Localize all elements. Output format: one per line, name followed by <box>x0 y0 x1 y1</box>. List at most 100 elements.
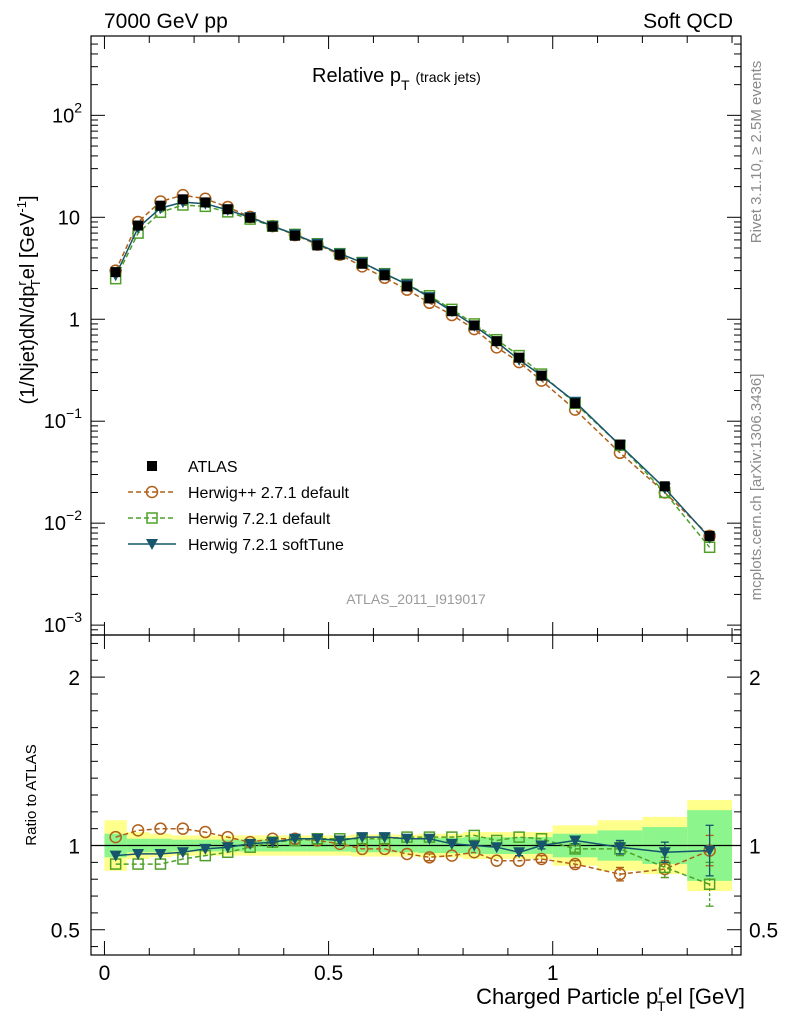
ratio-point <box>132 848 145 860</box>
ratio-point <box>311 833 324 845</box>
ratio-point <box>109 830 122 844</box>
main-ytick-label: 1 <box>69 309 80 331</box>
ratio-point <box>423 833 436 845</box>
legend-marker <box>147 461 157 471</box>
tick-exponent: −1 <box>66 405 82 421</box>
ylabel-sub: T <box>28 279 43 287</box>
main-point <box>222 204 233 215</box>
main-point <box>570 398 581 409</box>
ratio-point <box>445 838 458 850</box>
legend-marker <box>145 485 159 499</box>
ratio-point <box>568 857 582 871</box>
header-right: Soft QCD <box>643 10 733 33</box>
main-point <box>289 230 300 241</box>
ratio-ytick-label-right: 1 <box>749 836 761 859</box>
main-point <box>659 481 670 492</box>
ratio-ytick-label: 0.5 <box>51 920 80 943</box>
tick-exponent: 2 <box>74 99 82 115</box>
ylabel-unit-sup: -1 <box>14 201 29 213</box>
tick-base: 10 <box>44 513 66 535</box>
ratio-panel: 0.5 0.5 1 1 2 2 0 0.5 1 Ratio to ATLAS Charged P… <box>23 634 778 1014</box>
main-point <box>514 352 525 363</box>
ratio-point <box>513 847 526 859</box>
main-point <box>402 281 413 292</box>
main-point <box>614 439 625 450</box>
ratio-point <box>703 845 716 857</box>
title-sub: T <box>401 77 410 93</box>
ratio-point <box>109 850 122 862</box>
main-ytick-label: 10−1 <box>44 405 82 433</box>
ratio-ylabel: Ratio to ATLAS <box>23 744 40 845</box>
ylabel-main: (1/Njet)dN/dp <box>17 286 39 405</box>
tick-base: 1 <box>69 309 80 331</box>
ratio-point <box>658 847 671 859</box>
ratio-xtick-label: 1 <box>547 962 559 985</box>
ratio-series-line <box>115 836 710 857</box>
ratio-point <box>131 824 145 837</box>
ratio-point <box>513 831 525 843</box>
legend-marker <box>146 539 158 550</box>
ratio-point <box>266 837 279 849</box>
main-title: Relative pT (track jets) <box>312 65 481 93</box>
ratio-ytick-label-right: 2 <box>749 667 761 690</box>
ratio-ytick-label: 1 <box>68 836 80 859</box>
ratio-point <box>356 832 369 844</box>
xlabel-sup: r <box>658 982 663 998</box>
ratio-point <box>199 843 212 855</box>
main-point <box>312 240 323 251</box>
main-point <box>704 530 715 541</box>
main-ylabel: (1/Njet)dN/dprTel [GeV-1] <box>14 195 43 404</box>
ylabel-sup: r <box>14 281 29 286</box>
ratio-point <box>176 847 189 859</box>
ratio-point <box>288 833 301 845</box>
main-point <box>469 320 480 331</box>
tick-base: 10 <box>58 207 80 229</box>
ratio-point <box>703 878 716 891</box>
xlabel-tail: el [GeV] <box>666 984 745 1009</box>
tick-exponent: −3 <box>66 609 82 625</box>
ratio-tick-labels: 0.5 0.5 1 1 2 2 0 0.5 1 <box>51 667 778 985</box>
main-series <box>109 188 716 554</box>
tick-base: 10 <box>44 615 66 637</box>
main-ticks <box>91 35 741 636</box>
main-ytick-label: 10−2 <box>44 507 82 535</box>
ratio-point <box>423 851 436 864</box>
ratio-point <box>613 867 627 881</box>
main-series-line <box>115 194 711 537</box>
main-point <box>200 197 211 208</box>
main-point <box>155 200 166 211</box>
ratio-point <box>154 822 167 835</box>
main-point <box>424 293 435 304</box>
main-series-0 <box>110 194 715 541</box>
legend-label: Herwig 7.2.1 softTune <box>188 537 344 554</box>
tick-base: 10 <box>52 105 74 127</box>
ratio-xtick-label: 0 <box>99 962 111 985</box>
tick-exponent: −2 <box>66 507 82 523</box>
ratio-frame <box>90 634 742 956</box>
header-left: 7000 GeV pp <box>104 10 228 33</box>
ratio-series <box>109 822 716 907</box>
ratio-point <box>378 832 391 844</box>
ratio-point <box>199 825 212 839</box>
main-point <box>177 194 188 205</box>
ratio-point <box>333 835 346 847</box>
ratio-point <box>154 848 167 860</box>
main-point <box>491 336 502 347</box>
ratio-point <box>535 852 548 866</box>
ratio-ytick-label-right: 0.5 <box>749 920 778 943</box>
ratio-xtick-label: 0.5 <box>314 962 343 985</box>
main-point <box>334 249 345 260</box>
main-ytick-label: 102 <box>52 99 82 127</box>
ratio-ticks <box>91 635 741 955</box>
main-point <box>446 306 457 317</box>
title-main: Relative p <box>312 65 401 87</box>
ratio-point <box>490 854 503 867</box>
rivet-label: Rivet 3.1.10, ≥ 2.5M events <box>748 61 765 244</box>
legend: ATLAS Herwig++ 2.7.1 default Herwig 7.2.1 … <box>128 459 350 554</box>
legend-entry-0: ATLAS <box>147 459 238 476</box>
legend-label: Herwig 7.2.1 default <box>188 511 331 528</box>
ratio-point <box>176 822 190 835</box>
